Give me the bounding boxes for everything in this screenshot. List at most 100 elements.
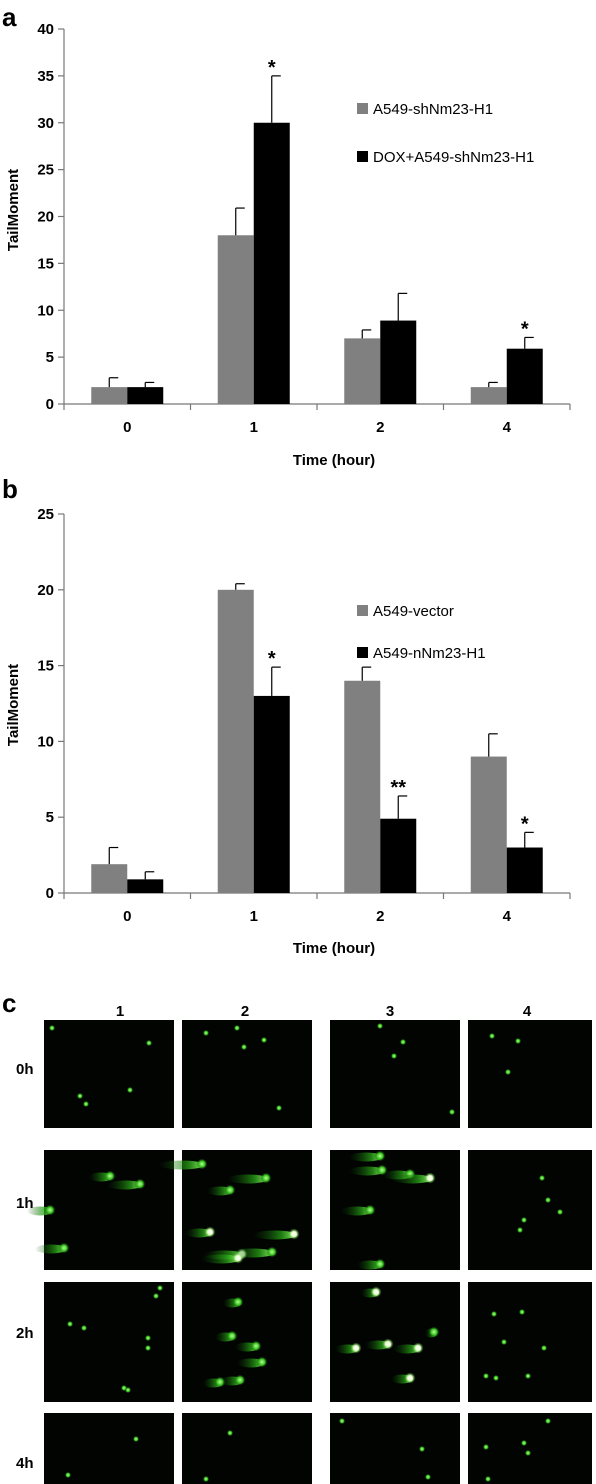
micrograph-tile	[159, 1150, 312, 1270]
micrograph-tile	[182, 1282, 312, 1402]
comet-head	[338, 1417, 346, 1425]
significance-label: *	[268, 648, 276, 670]
comet-head	[370, 1286, 382, 1298]
comet-head	[399, 1038, 407, 1046]
micrograph-background	[44, 1413, 174, 1484]
micrograph-tile	[468, 1020, 592, 1128]
legend-label: A549-vector	[373, 603, 454, 620]
comet-head	[544, 1196, 552, 1204]
micrograph-tile	[44, 1413, 174, 1484]
micrograph-background	[182, 1020, 312, 1128]
micrograph-background	[330, 1020, 460, 1128]
micrograph-tile	[330, 1150, 460, 1270]
comet-head	[520, 1216, 528, 1224]
comet-tail	[227, 1174, 269, 1184]
comet-head	[488, 1032, 496, 1040]
micrograph-background	[182, 1413, 312, 1484]
legend-swatch	[357, 647, 368, 658]
y-axis-title: TailMoment	[5, 664, 22, 746]
micrograph-tile	[44, 1282, 174, 1402]
comet-head	[204, 1226, 216, 1238]
x-tick-label: 2	[376, 908, 384, 925]
comet-tail	[349, 1166, 385, 1176]
y-tick-label: 0	[46, 885, 54, 902]
x-tick-label: 0	[123, 419, 131, 436]
row-label: 2h	[16, 1325, 34, 1342]
comet-head	[240, 1043, 248, 1051]
bar	[380, 320, 417, 404]
x-tick-label: 4	[503, 908, 512, 925]
legend-label: DOX+A549-shNm23-H1	[373, 149, 534, 166]
comet-head	[500, 1338, 508, 1346]
comet-head	[482, 1372, 490, 1380]
comet-head	[364, 1204, 376, 1216]
bar	[91, 387, 128, 404]
legend-label: A549-shNm23-H1	[373, 101, 493, 118]
comet-head	[482, 1443, 490, 1451]
panel-letter-c: c	[2, 988, 16, 1018]
micrograph-background	[182, 1282, 312, 1402]
bar	[470, 387, 507, 404]
significance-label: *	[521, 813, 529, 835]
comet-head	[104, 1170, 116, 1182]
column-label: 3	[386, 1003, 394, 1020]
comet-head	[234, 1374, 246, 1386]
comet-head	[202, 1029, 210, 1037]
x-tick-label: 1	[250, 419, 258, 436]
comet-head	[266, 1246, 278, 1258]
micrograph-tile	[468, 1282, 592, 1402]
y-tick-label: 10	[37, 302, 54, 319]
y-tick-label: 10	[37, 733, 54, 750]
comet-head	[58, 1242, 70, 1254]
comet-head	[492, 1374, 500, 1382]
comet-head	[544, 1417, 552, 1425]
bar	[253, 122, 290, 404]
bar	[344, 338, 381, 404]
comet-head	[66, 1320, 74, 1328]
micrograph-background	[468, 1282, 592, 1402]
micrograph-background	[468, 1020, 592, 1128]
significance-label: *	[268, 57, 276, 79]
micrograph-tile	[27, 1150, 174, 1270]
x-axis-title: Time (hour)	[293, 940, 375, 957]
x-tick-label: 2	[376, 419, 384, 436]
column-label: 1	[116, 1003, 124, 1020]
bar	[253, 695, 290, 893]
bar	[380, 818, 417, 893]
bar	[470, 756, 507, 893]
micrograph-background	[44, 1020, 174, 1128]
bar	[344, 680, 381, 893]
comet-head	[232, 1252, 244, 1264]
x-axis-title: Time (hour)	[293, 452, 375, 469]
y-tick-label: 15	[37, 255, 54, 272]
micrograph-tile	[182, 1413, 312, 1484]
comet-head	[374, 1150, 386, 1162]
micrograph-tile	[468, 1150, 592, 1270]
y-tick-label: 30	[37, 115, 54, 132]
micrograph-tile	[182, 1020, 312, 1128]
comet-head	[124, 1386, 132, 1394]
comet-head	[144, 1334, 152, 1342]
y-tick-label: 5	[46, 349, 54, 366]
comet-head	[132, 1435, 140, 1443]
comet-head	[350, 1342, 362, 1354]
bar	[217, 235, 254, 404]
column-label: 2	[241, 1003, 249, 1020]
micrograph-background	[330, 1282, 460, 1402]
comet-head	[196, 1158, 208, 1170]
chart-panel-a: a TailMoment Time (hour) 051015202530354…	[2, 2, 571, 469]
comet-head	[260, 1172, 272, 1184]
comet-head	[260, 1036, 268, 1044]
comet-head	[540, 1344, 548, 1352]
comet-tail	[391, 1174, 433, 1184]
comet-head	[490, 1310, 498, 1318]
comet-head	[126, 1086, 134, 1094]
micrograph-background	[330, 1413, 460, 1484]
comet-head	[424, 1473, 432, 1481]
comet-head	[520, 1439, 528, 1447]
comet-head	[524, 1449, 532, 1457]
comet-head	[404, 1372, 416, 1384]
comet-head	[233, 1024, 241, 1032]
bar	[127, 387, 164, 404]
comet-head	[504, 1068, 512, 1076]
